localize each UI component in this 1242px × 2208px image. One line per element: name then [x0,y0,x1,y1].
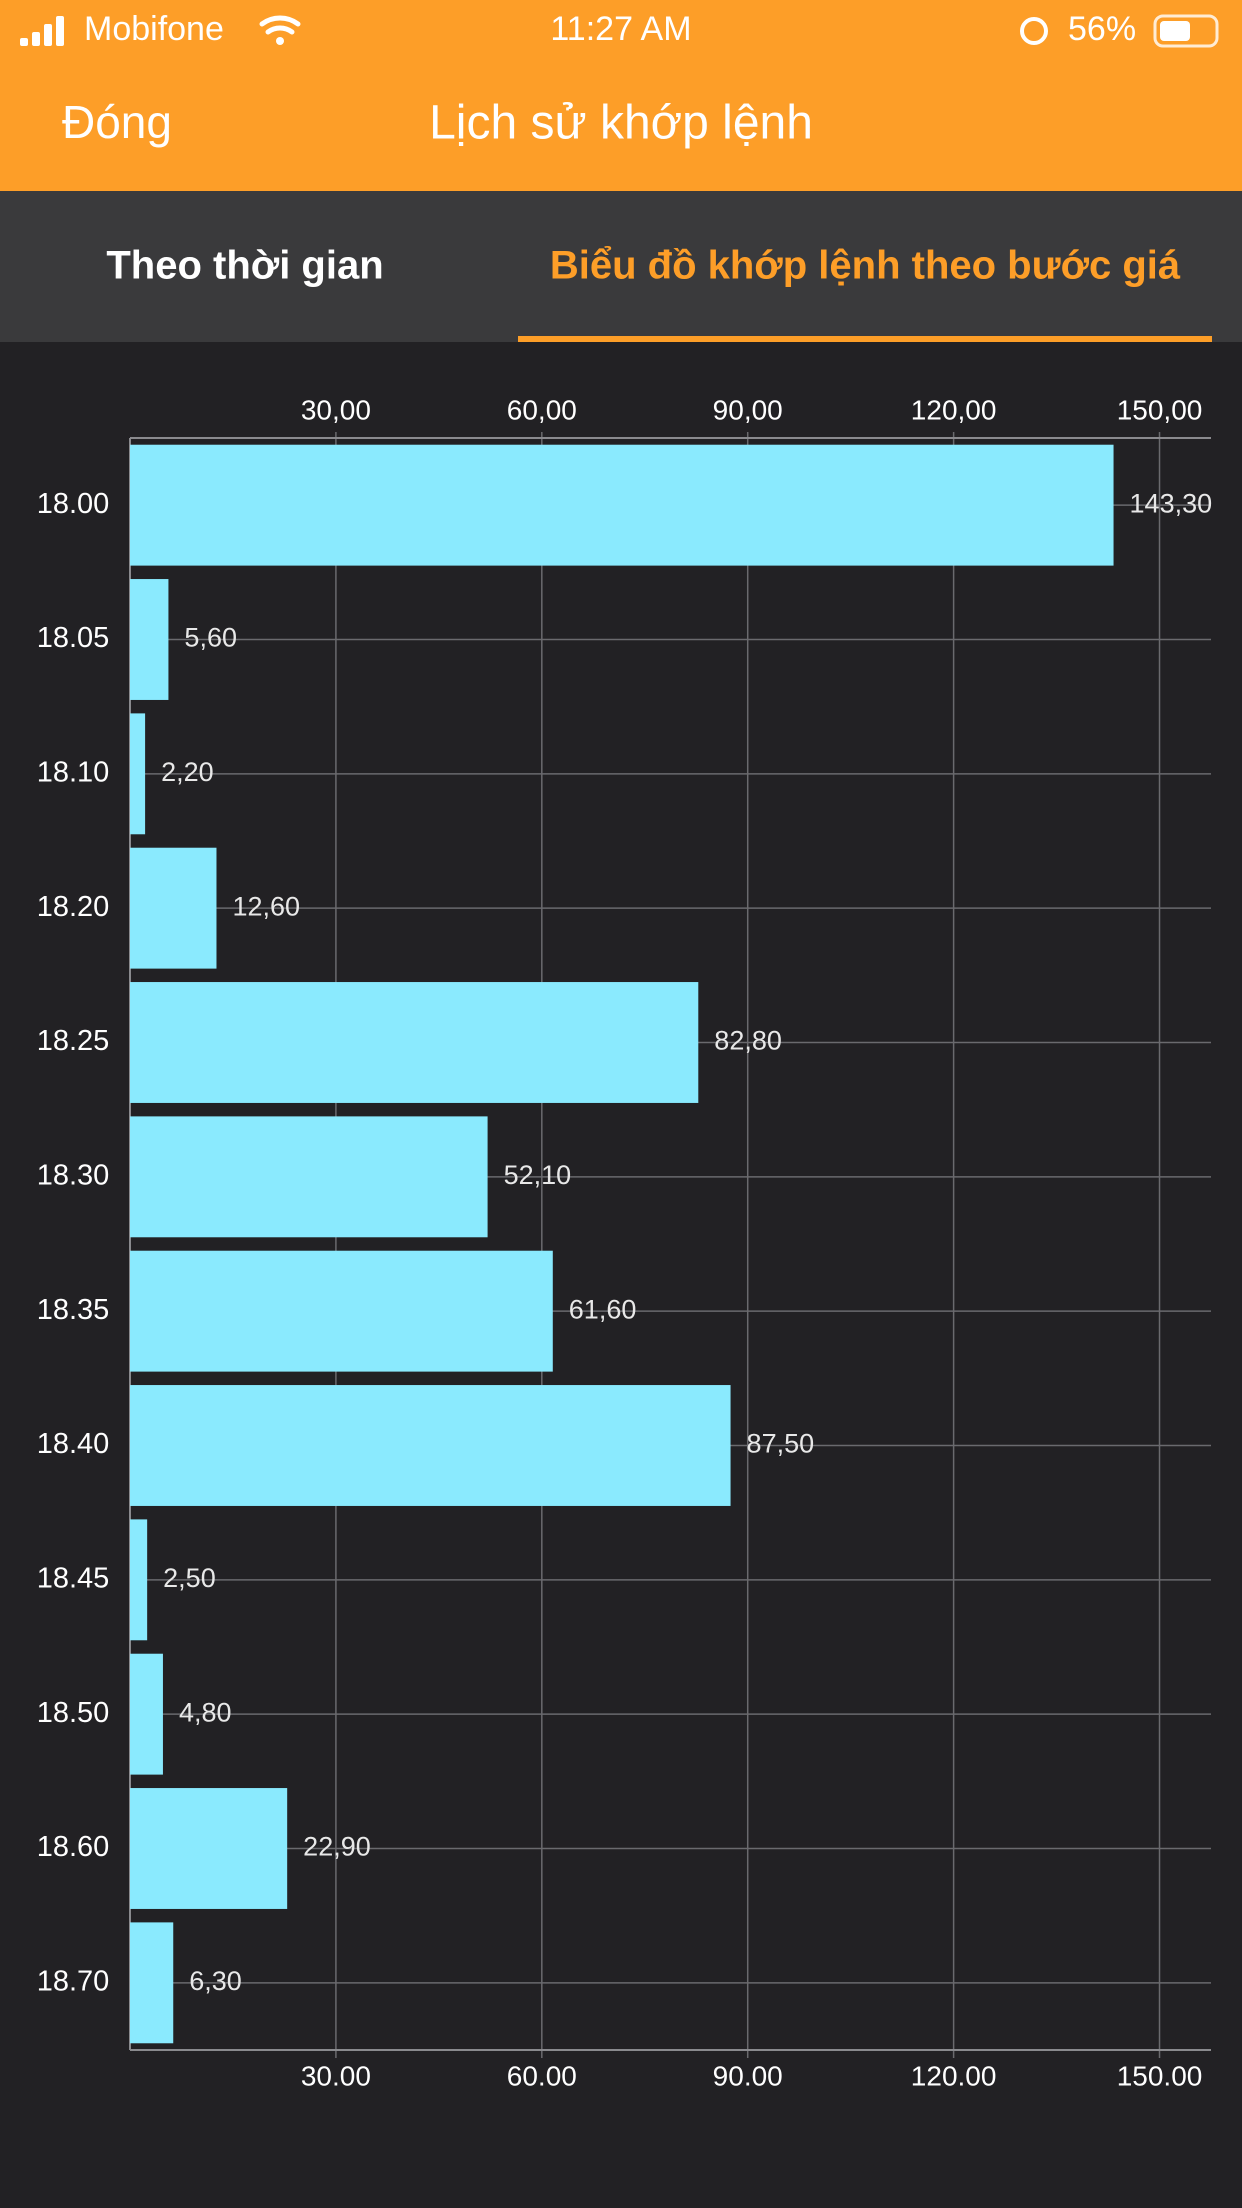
battery-level [1160,21,1190,41]
y-tick-label: 18.10 [37,756,110,788]
y-tick-label: 18.20 [37,891,110,923]
y-tick-label: 18.00 [37,488,110,520]
value-label: 82,80 [714,1026,782,1056]
value-label: 2,20 [161,757,214,787]
close-button[interactable]: Đóng [62,96,172,148]
wifi-icon [259,15,301,35]
y-tick-label: 18.45 [37,1562,110,1594]
value-label: 5,60 [184,623,237,653]
bar [130,982,699,1103]
y-tick-label: 18.50 [37,1697,110,1729]
value-label: 52,10 [504,1160,572,1190]
bar [130,713,146,835]
tab[interactable]: Theo thời gian [106,244,383,288]
signal-icon [20,16,64,46]
value-label: 6,30 [189,1966,242,1996]
x2-tick-label: 30,00 [301,394,371,425]
y-tick-label: 18.05 [37,622,110,654]
bar [130,579,169,700]
bar [130,1519,148,1641]
battery-pct: 56% [1068,10,1136,48]
bar [130,1116,488,1238]
y-tick-label: 18.40 [37,1428,110,1460]
y-tick-label: 18.30 [37,1159,110,1191]
value-label: 2,50 [163,1563,216,1593]
x2-tick-label: 150,00 [1117,394,1203,425]
tab-active[interactable]: Biểu đồ khớp lệnh theo bước giá [550,244,1181,288]
bar [130,847,217,969]
y-tick-label: 18.60 [37,1831,110,1863]
wifi-dot [276,37,284,45]
tab-indicator [518,336,1212,342]
battery-frame [1153,14,1219,48]
bar [130,444,1114,566]
x-tick-label: 150.00 [1117,2060,1203,2091]
x2-tick-label: 60,00 [507,394,577,425]
x2-tick-label: 90,00 [713,394,783,425]
bar [130,1385,731,1506]
value-label: 12,60 [232,891,300,921]
value-label: 4,80 [179,1697,232,1727]
y-tick-label: 18.25 [37,1025,110,1057]
page-title: Lịch sử khớp lệnh [429,97,813,150]
x-tick-label: 90.00 [713,2060,783,2091]
value-label: 143,30 [1130,488,1213,518]
rotation-lock [1020,17,1048,45]
x-tick-label: 60.00 [507,2060,577,2091]
y-tick-label: 18.70 [37,1965,110,1997]
value-label: 87,50 [747,1429,815,1459]
carrier: Mobifone [84,10,224,48]
bar [130,1250,553,1372]
bar [130,1653,163,1775]
value-label: 22,90 [303,1832,371,1862]
clock: 11:27 AM [550,10,691,48]
x-tick-label: 120.00 [911,2060,997,2091]
y-tick-label: 18.35 [37,1294,110,1326]
bar [130,1922,174,2044]
x2-tick-label: 120,00 [911,394,997,425]
header-bg [0,0,1242,191]
value-label: 61,60 [569,1294,637,1324]
tabs-bg [0,191,1242,342]
bar [130,1788,288,1909]
x-tick-label: 30.00 [301,2060,371,2091]
